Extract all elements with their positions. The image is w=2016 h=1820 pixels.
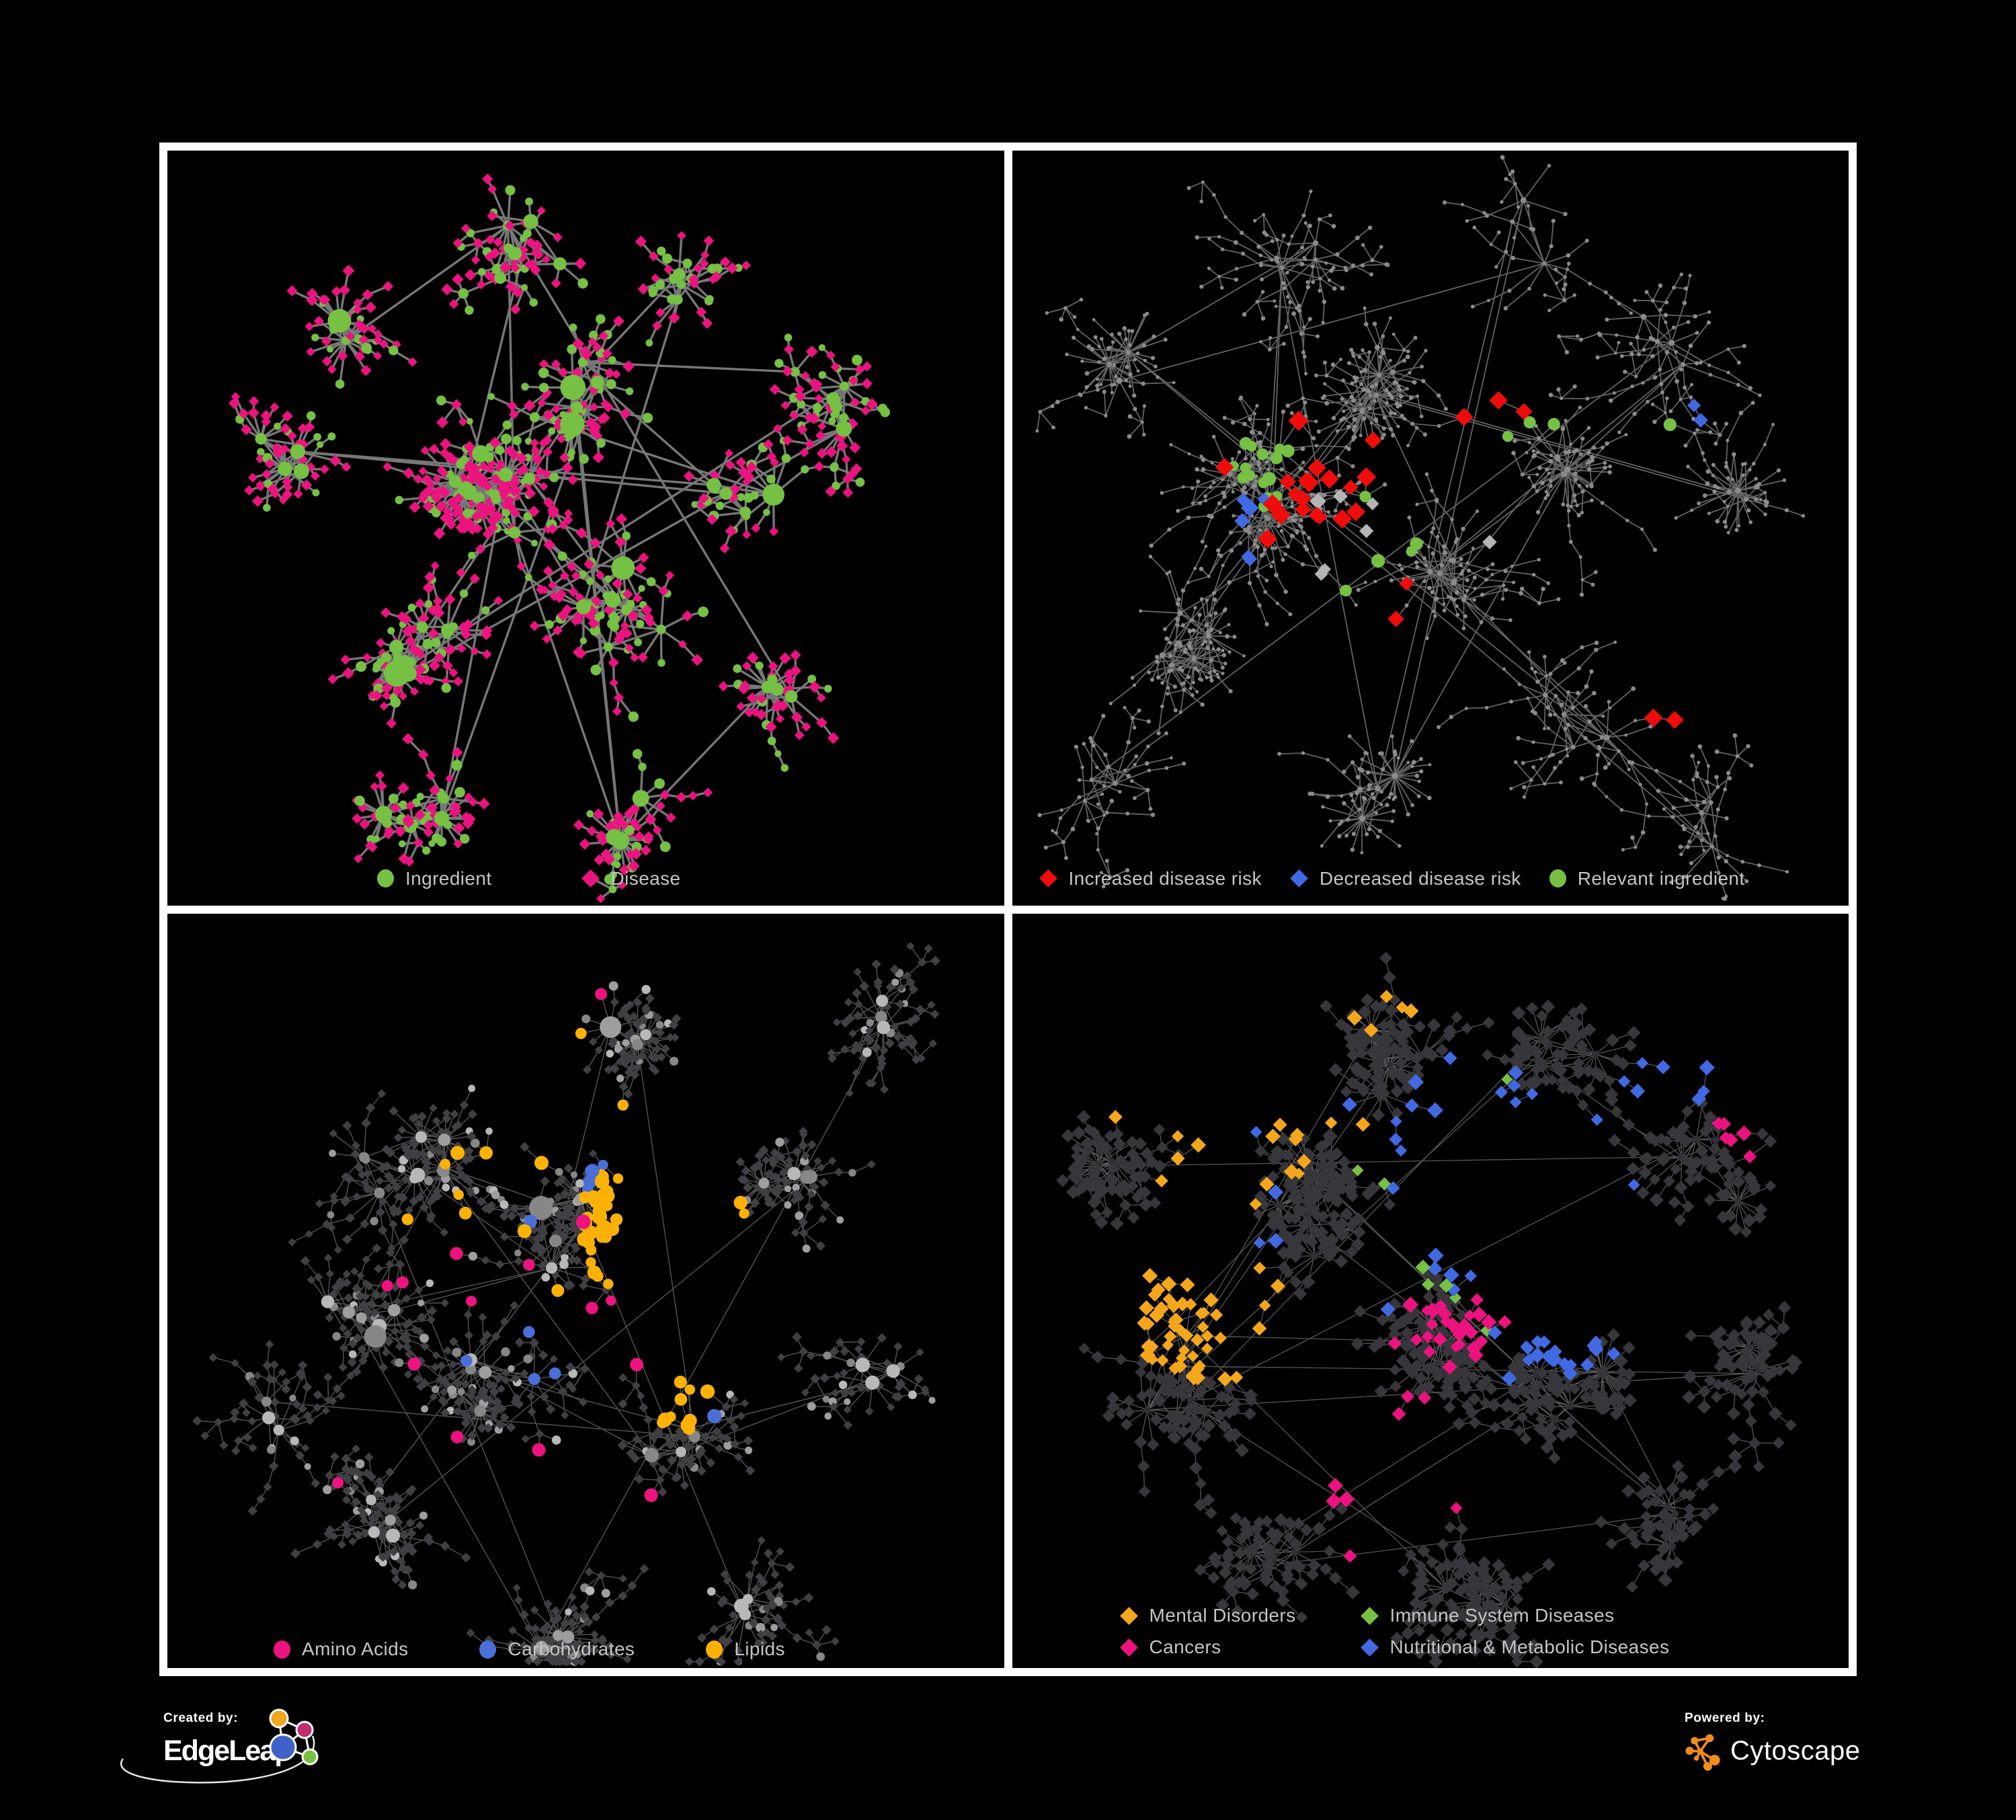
cytoscape-credit: Powered by: [1685,1711,1860,1772]
legend-item-nutritional-metabolic: Nutritional & Metabolic Diseases [1360,1636,1670,1659]
powered-by-label: Powered by: [1685,1711,1765,1725]
legend-item-carbohydrates: Carbohydrates [479,1638,635,1661]
disease-categories-network-graph [1055,951,1802,1668]
legend-label: Lipids [734,1638,785,1659]
nutrient-classes-network-graph [192,941,940,1667]
legend-label: Disease [610,867,681,889]
legend-item-mental-disorders: Mental Disorders [1119,1604,1296,1627]
edgeleap-wordmark: EdgeLeap [163,1735,292,1767]
ingredient-marker [377,869,394,887]
legend-item-increased-risk: Increased disease risk [1039,867,1262,890]
lipids-marker [706,1640,723,1659]
legend-item-decreased-risk: Decreased disease risk [1289,867,1521,890]
ingredient-disease-network-graph [229,173,891,904]
panel-nutrient-classes: Amino Acids Carbohydrates Lipids [167,913,1004,1668]
amino-acids-marker [274,1640,290,1659]
disease-marker [581,869,600,887]
legend-label: Carbohydrates [508,1638,635,1659]
legend-label: Relevant ingredient [1577,867,1745,889]
panel-grid: Ingredient Disease Increased disease ris… [159,143,1857,1676]
decreased-risk-marker [1289,869,1308,887]
legend-item-immune-diseases: Immune System Diseases [1360,1604,1670,1627]
legend-ingredient-disease: Ingredient Disease [377,867,681,890]
cancers-marker [1119,1638,1138,1657]
panel-ingredient-disease: Ingredient Disease [167,151,1004,906]
nutritional-metabolic-marker [1360,1638,1379,1657]
disease-risk-network-graph [1035,155,1805,901]
legend-label: Amino Acids [302,1638,409,1659]
created-by-label: Created by: [163,1711,239,1725]
cytoscape-logo [1685,1734,1720,1771]
immune-diseases-marker [1360,1606,1379,1625]
legend-item-disease: Disease [581,867,681,890]
legend-item-amino-acids: Amino Acids [274,1638,408,1661]
legend-label: Increased disease risk [1068,867,1262,889]
increased-risk-marker [1039,869,1057,887]
legend-nutrient-classes: Amino Acids Carbohydrates Lipids [274,1638,785,1661]
legend-item-ingredient: Ingredient [377,867,492,890]
legend-item-cancers: Cancers [1119,1636,1296,1659]
legend-label: Mental Disorders [1149,1605,1296,1626]
panel-disease-risk: Increased disease risk Decreased disease… [1012,151,1849,906]
relevant-ingredient-marker [1549,869,1566,887]
legend-label: Decreased disease risk [1319,867,1521,889]
edgeleap-credit: Created by: EdgeLeap [163,1711,292,1768]
legend-label: Cancers [1149,1636,1221,1657]
legend-disease-risk: Increased disease risk Decreased disease… [1039,867,1745,890]
cytoscape-wordmark: Cytoscape [1730,1735,1861,1766]
carbohydrates-marker [479,1640,497,1659]
legend-label: Ingredient [405,867,492,889]
legend-item-relevant-ingredient: Relevant ingredient [1549,867,1745,890]
legend-disease-categories: Mental Disorders Immune System Diseases … [1119,1604,1670,1659]
legend-label: Nutritional & Metabolic Diseases [1389,1636,1670,1657]
mental-disorders-marker [1119,1606,1138,1625]
legend-item-lipids: Lipids [706,1638,785,1661]
legend-label: Immune System Diseases [1389,1605,1615,1626]
panel-disease-categories: Mental Disorders Immune System Diseases … [1012,913,1849,1668]
